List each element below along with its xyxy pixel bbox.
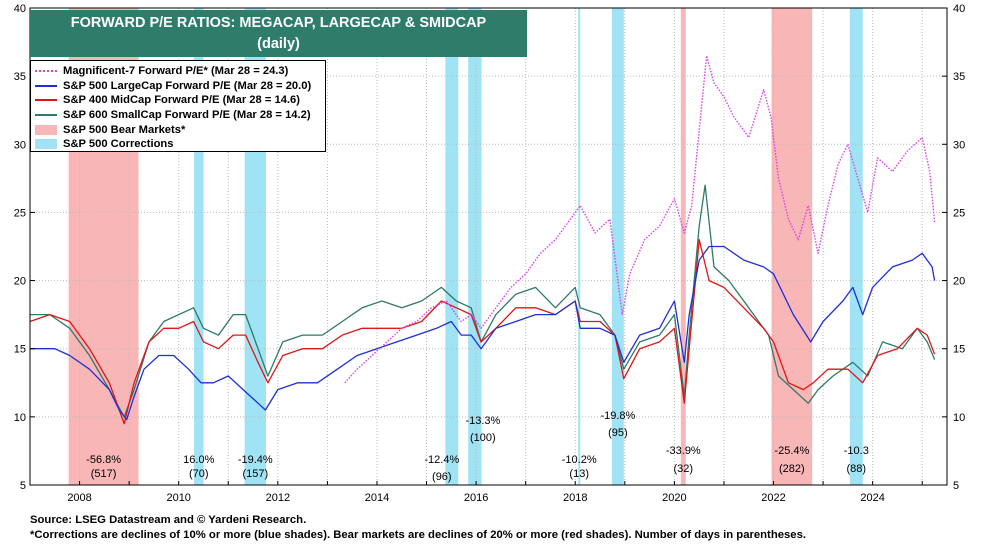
legend-swatch-sp600 — [35, 114, 57, 117]
y-axis-left: 5 10 15 20 25 30 35 40 — [14, 3, 35, 492]
legend-item-sp600: S&P 600 SmallCap Forward P/E (Mar 28 = 1… — [35, 108, 321, 123]
shade-correction-6 — [611, 8, 624, 485]
legend-swatch-sp500 — [35, 84, 57, 87]
shade-label-days: (88) — [847, 463, 867, 475]
shade-correction-3 — [445, 8, 459, 485]
legend-swatch-mag7 — [35, 70, 57, 73]
legend-swatch-bear — [35, 124, 57, 135]
shade-label-pct: -19.8% — [600, 410, 635, 422]
series-lines — [29, 55, 936, 425]
legend-swatch-correction — [35, 139, 57, 150]
shade-correction-9 — [849, 8, 863, 485]
shade-label-days: (32) — [674, 463, 694, 475]
shade-label-pct: -19.4% — [238, 454, 273, 466]
y-tick-label-right: 25 — [953, 207, 965, 219]
shaded-period-labels: -56.8% (517) 16.0% (70) -19.4% (157) -12.4% (96… — [86, 410, 869, 483]
shade-bear-8 — [771, 8, 813, 485]
legend-label-sp600: S&P 600 SmallCap Forward P/E (Mar 28 = 1… — [63, 109, 311, 122]
shade-label-days: (95) — [608, 427, 628, 439]
series-line-sp600 — [30, 184, 936, 418]
shade-label-days: (282) — [779, 463, 805, 475]
shade-label-pct: -10.2% — [562, 454, 597, 466]
x-tick-label: 2010 — [166, 492, 190, 504]
legend-swatch-sp400 — [35, 99, 57, 102]
y-tick-label-right: 30 — [953, 139, 965, 151]
series-line-mag7 — [344, 55, 936, 384]
y-tick-label-left: 30 — [14, 139, 26, 151]
y-tick-label-left: 20 — [14, 276, 26, 288]
y-tick-label-left: 10 — [14, 412, 26, 424]
y-axis-right: 5 10 15 20 25 30 35 40 — [942, 3, 965, 492]
legend-item-correction: S&P 500 Corrections — [35, 137, 321, 152]
shade-correction-4 — [468, 8, 482, 485]
legend-label-sp400: S&P 400 MidCap Forward P/E (Mar 28 = 14.… — [63, 94, 300, 107]
shade-correction-1 — [194, 8, 204, 485]
plot-frame — [29, 7, 948, 486]
shade-label-days: (96) — [432, 471, 452, 483]
x-tick-label: 2020 — [662, 492, 686, 504]
y-tick-label-left: 35 — [14, 71, 26, 83]
legend-item-mag7: Magnificent-7 Forward P/E* (Mar 28 = 24.… — [35, 64, 321, 79]
x-tick-label: 2014 — [365, 492, 389, 504]
shade-label-pct: -10.3 — [844, 445, 869, 457]
y-tick-label-right: 35 — [953, 71, 965, 83]
y-tick-label-right: 20 — [953, 276, 965, 288]
shade-label-days: (13) — [569, 468, 589, 480]
x-tick-label: 2008 — [67, 492, 91, 504]
x-axis: 2008 2010 2012 2014 2016 2018 2020 2022 2024 — [29, 481, 923, 504]
series-line-sp500 — [30, 245, 936, 421]
shade-bear-7 — [680, 8, 686, 485]
shade-label-pct: -56.8% — [86, 454, 121, 466]
x-tick-label: 2024 — [860, 492, 884, 504]
shade-label-days: (157) — [242, 468, 268, 480]
legend-label-correction: S&P 500 Corrections — [63, 138, 174, 151]
y-tick-label-right: 5 — [953, 480, 959, 492]
shade-label-pct: 16.0% — [183, 454, 214, 466]
chart-title-line1: FORWARD P/E RATIOS: MEGACAP, LARGECAP & … — [70, 15, 487, 31]
legend-item-sp400: S&P 400 MidCap Forward P/E (Mar 28 = 14.… — [35, 93, 321, 108]
legend-label-mag7: Magnificent-7 Forward P/E* (Mar 28 = 24.… — [63, 65, 289, 78]
shade-label-pct: -25.4% — [774, 445, 809, 457]
chart-title: FORWARD P/E RATIOS: MEGACAP, LARGECAP & … — [30, 10, 527, 57]
y-tick-label-left: 40 — [14, 3, 26, 15]
y-tick-label-right: 15 — [953, 344, 965, 356]
x-tick-label: 2022 — [761, 492, 785, 504]
legend-item-bear: S&P 500 Bear Markets* — [35, 122, 321, 137]
shade-correction-5 — [578, 8, 581, 485]
shade-label-pct: -33.9% — [666, 445, 701, 457]
legend-label-sp500: S&P 500 LargeCap Forward P/E (Mar 28 = 2… — [63, 79, 312, 92]
footnote-source: Source: LSEG Datastream and © Yardeni Re… — [30, 514, 307, 526]
legend-item-sp500: S&P 500 LargeCap Forward P/E (Mar 28 = 2… — [35, 79, 321, 94]
shade-label-pct: -12.4% — [424, 454, 459, 466]
y-tick-label-left: 15 — [14, 344, 26, 356]
legend-label-bear: S&P 500 Bear Markets* — [63, 123, 186, 136]
y-tick-label-left: 5 — [20, 480, 26, 492]
series-line-sp400 — [29, 239, 936, 425]
y-tick-label-right: 10 — [953, 412, 965, 424]
y-tick-label-right: 40 — [953, 3, 965, 15]
x-tick-label: 2018 — [563, 492, 587, 504]
shade-label-days: (70) — [189, 468, 209, 480]
legend: Magnificent-7 Forward P/E* (Mar 28 = 24.… — [30, 60, 326, 152]
footnote-note: *Corrections are declines of 10% or more… — [30, 529, 806, 541]
x-tick-label: 2012 — [266, 492, 290, 504]
shade-label-pct: -13.3% — [465, 415, 500, 427]
chart-title-line2: (daily) — [257, 36, 300, 52]
shade-label-days: (100) — [470, 432, 496, 444]
shade-label-days: (517) — [91, 468, 117, 480]
x-tick-label: 2016 — [464, 492, 488, 504]
y-tick-label-left: 25 — [14, 207, 26, 219]
